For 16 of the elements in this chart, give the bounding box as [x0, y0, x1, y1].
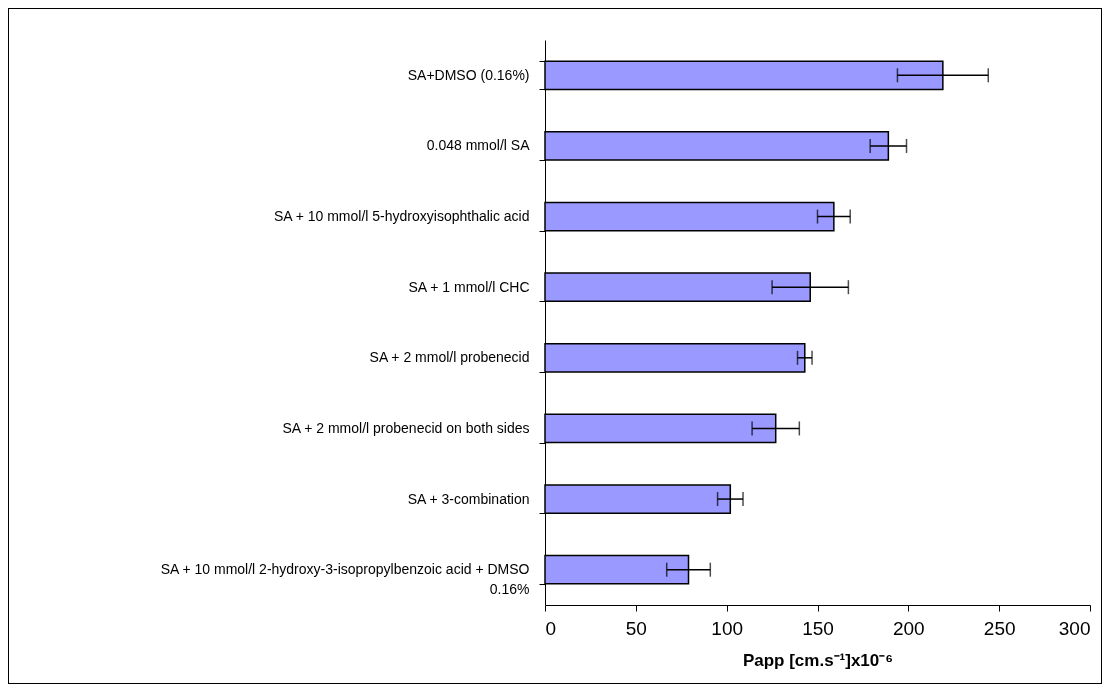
y-tick-label: SA + 10 mmol/l 5-hydroxyisophthalic acid: [273, 208, 530, 225]
x-tick-label: 100: [711, 617, 744, 639]
y-tick-label: SA + 10 mmol/l 2-hydroxy-3-isopropylbenzoic acid + DMSO 0.16%: [160, 561, 530, 598]
y-tick-label: SA + 2 mmol/l probenecid: [369, 349, 530, 366]
y-tick-label: SA + 2 mmol/l probenecid on both sides: [282, 419, 530, 436]
x-tick-label: 50: [625, 617, 647, 639]
y-tick-label: SA + 1 mmol/l CHC: [408, 278, 530, 295]
x-axis-title: Papp [cm.s⁻¹]x10⁻⁶: [742, 650, 894, 670]
x-tick-label: 250: [983, 617, 1016, 639]
x-tick-label: 0: [545, 617, 557, 639]
x-tick-label: 150: [802, 617, 834, 639]
x-tick-label: 200: [892, 617, 925, 639]
x-tick-label: 300: [1058, 617, 1091, 639]
y-tick-label: SA + 3-combination: [407, 490, 530, 507]
y-tick-label: 0.048 mmol/l SA: [426, 137, 531, 154]
y-tick-label: SA+DMSO (0.16%): [407, 66, 530, 83]
